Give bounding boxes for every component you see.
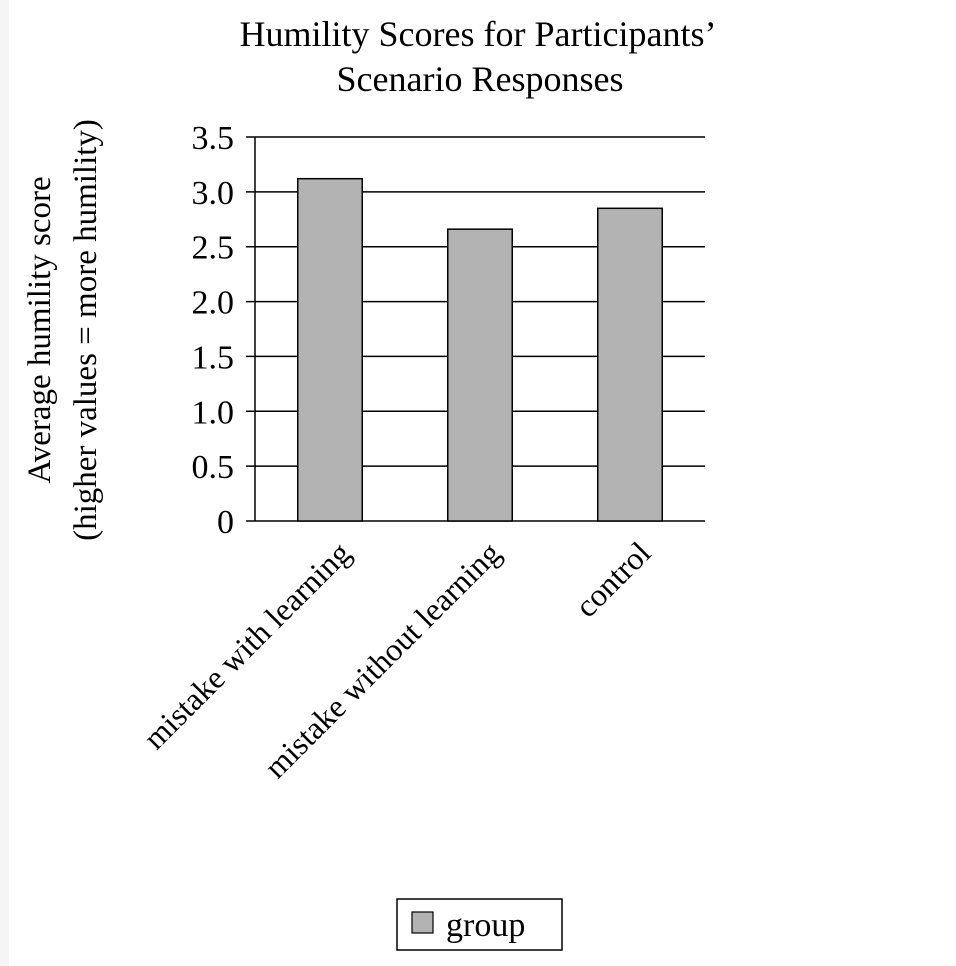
y-axis-label-note: (higher values = more humility) [68, 119, 104, 541]
x-tick-label: control [568, 534, 658, 624]
y-tick-label: 0 [217, 504, 234, 541]
bar [297, 177, 363, 522]
legend-label: group [446, 907, 525, 944]
y-tick-label: 2.0 [192, 285, 235, 322]
left-edge-strip [0, 0, 9, 966]
chart-title: Humility Scores for Participants’ [240, 14, 717, 54]
y-tick-label: 3.5 [192, 120, 235, 157]
bar [597, 207, 663, 522]
y-tick-label: 1.0 [192, 394, 235, 431]
bar [447, 228, 513, 522]
y-tick-label: 0.5 [192, 449, 235, 486]
y-tick-label: 2.5 [192, 230, 235, 267]
y-tick-label: 1.5 [192, 339, 235, 376]
legend: group [396, 898, 563, 951]
bars [297, 177, 663, 522]
y-tick-labels: 0 0.5 1.0 1.5 2.0 2.5 3.0 3.5 [192, 120, 235, 541]
chart-subtitle: Scenario Responses [337, 59, 624, 99]
legend-swatch [411, 911, 434, 934]
y-axis-label: Average humility score [22, 176, 58, 483]
y-tick-label: 3.0 [192, 175, 235, 212]
